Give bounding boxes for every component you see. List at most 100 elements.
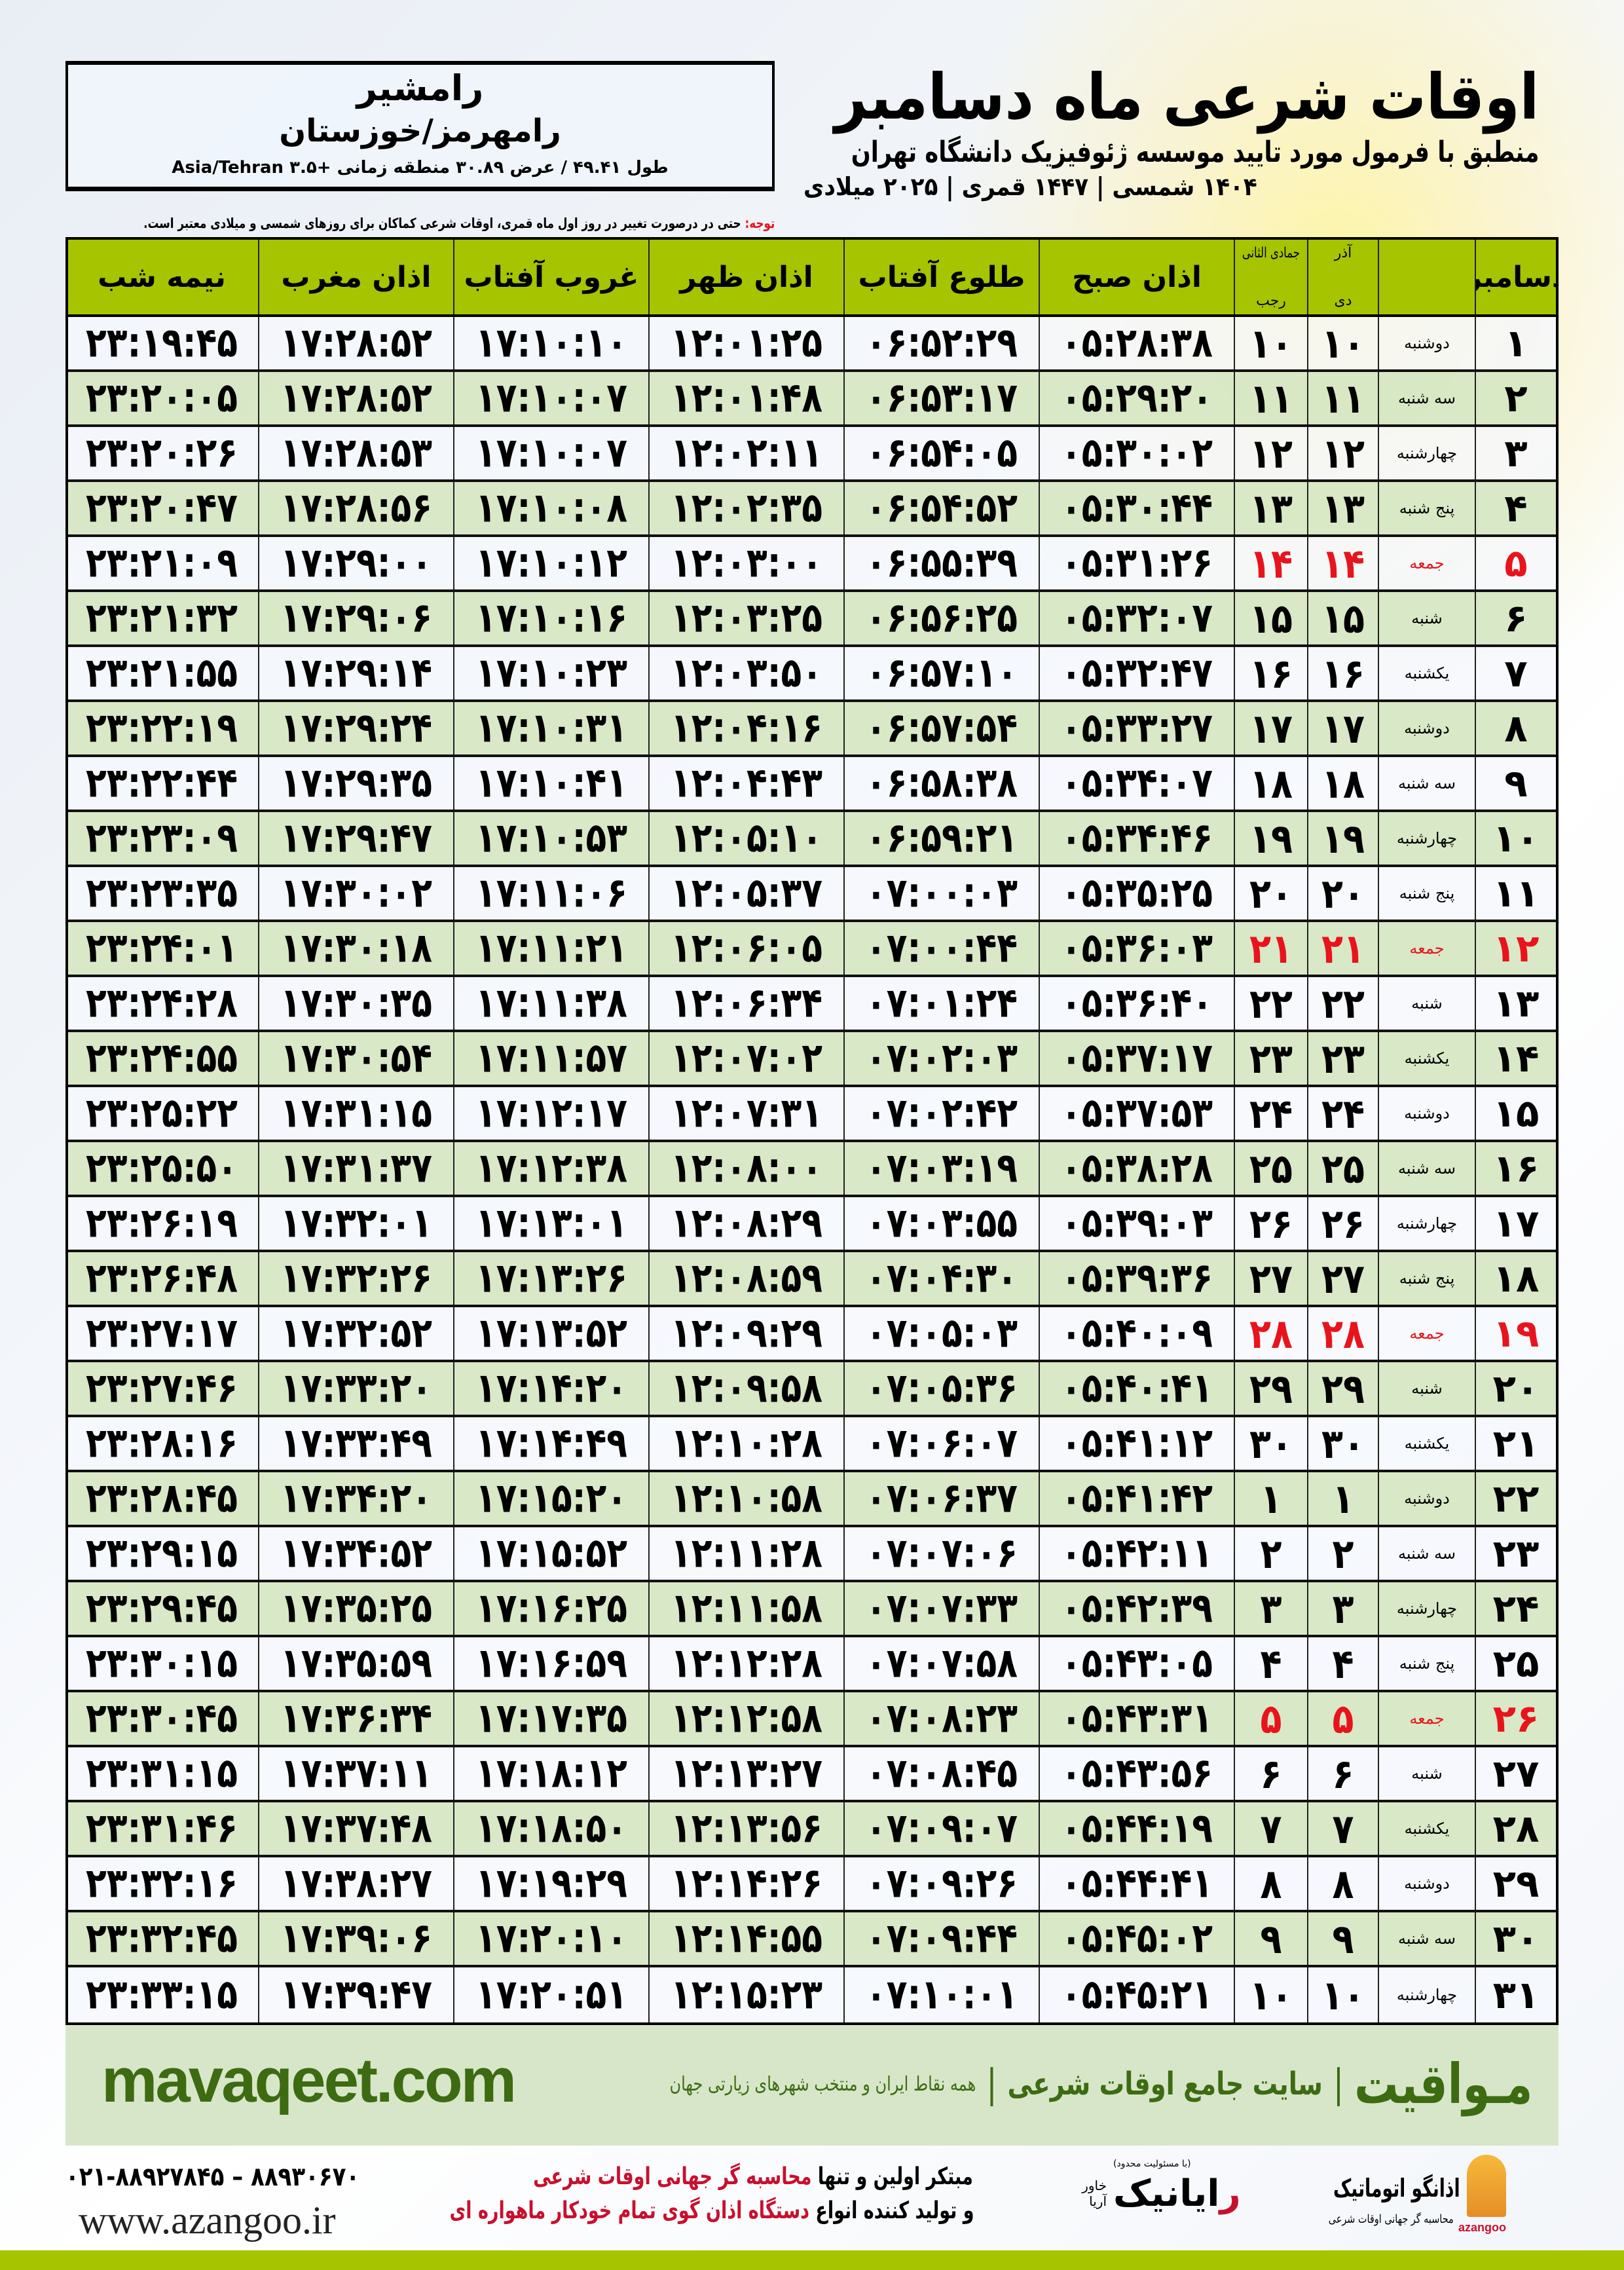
page-subtitle: منطبق با فرمول مورد تایید موسسه ژئوفیزیک… bbox=[851, 136, 1539, 169]
solar-date: ۲۴ bbox=[1321, 1089, 1365, 1138]
day-number: ۲۲ bbox=[1492, 1476, 1540, 1521]
solar-date: ۱۳ bbox=[1321, 484, 1365, 532]
maghrib-time: ۱۷:۳۵:۵۹ bbox=[280, 1640, 433, 1687]
weekday-cell: دوشنبه bbox=[1378, 1472, 1475, 1525]
fajr-time-cell: ۰۵:۳۷:۱۷ bbox=[1039, 1032, 1234, 1085]
lunar-date-cell: ۲۳ bbox=[1234, 1032, 1307, 1085]
fajr-time-cell: ۰۵:۳۱:۲۶ bbox=[1039, 537, 1234, 589]
maghrib-time-cell: ۱۷:۲۹:۲۴ bbox=[258, 702, 453, 754]
promo-line1-b: محاسبه گر جهانی اوقات شرعی bbox=[533, 2163, 812, 2190]
sunrise-time: ۰۶:۵۳:۱۷ bbox=[865, 375, 1018, 422]
midnight-time-cell: ۲۳:۱۹:۴۵ bbox=[65, 317, 258, 369]
maghrib-time: ۱۷:۳۵:۲۵ bbox=[280, 1585, 433, 1632]
midnight-time: ۲۳:۳۲:۴۵ bbox=[85, 1915, 238, 1962]
day-number: ۲۸ bbox=[1492, 1806, 1540, 1851]
table-row: ۱۰ چهارشنبه ۱۹ ۱۹ ۰۵:۳۴:۴۶ ۰۶:۵۹:۲۱ ۱۲:۰۵:۱۰ ۱۷… bbox=[68, 812, 1556, 867]
day-number-cell: ۲۰ bbox=[1475, 1362, 1556, 1415]
maghrib-time-cell: ۱۷:۲۹:۰۰ bbox=[258, 537, 453, 589]
dhuhr-time-cell: ۱۲:۰۹:۲۹ bbox=[648, 1307, 843, 1360]
table-row: ۴ پنج شنبه ۱۳ ۱۳ ۰۵:۳۰:۴۴ ۰۶:۵۴:۵۲ ۱۲:۰۲:۳۵ ۱۷:… bbox=[68, 482, 1556, 537]
fajr-time-cell: ۰۵:۴۲:۱۱ bbox=[1039, 1527, 1234, 1580]
midnight-time: ۲۳:۲۲:۱۹ bbox=[85, 705, 238, 752]
lunar-date: ۵ bbox=[1260, 1694, 1282, 1743]
sunset-time: ۱۷:۱۸:۱۲ bbox=[475, 1750, 628, 1797]
day-number-cell: ۷ bbox=[1475, 647, 1556, 699]
sunset-time-cell: ۱۷:۱۲:۳۸ bbox=[453, 1142, 648, 1195]
azangoo-link[interactable]: www.azangoo.ir bbox=[79, 2199, 336, 2242]
dhuhr-time: ۱۲:۰۱:۴۸ bbox=[670, 375, 823, 422]
sunset-time-cell: ۱۷:۱۱:۳۸ bbox=[453, 977, 648, 1030]
dhuhr-time: ۱۲:۰۳:۲۵ bbox=[670, 595, 823, 642]
day-number: ۱۰ bbox=[1492, 816, 1540, 861]
solar-date-cell: ۲۰ bbox=[1307, 867, 1378, 920]
site-link[interactable]: mavaqeet.com bbox=[101, 2045, 517, 2115]
midnight-time-cell: ۲۳:۲۶:۴۸ bbox=[65, 1252, 258, 1305]
solar-date-cell: ۲ bbox=[1307, 1527, 1378, 1580]
solar-date-cell: ۱۲ bbox=[1307, 427, 1378, 479]
maghrib-time-cell: ۱۷:۳۳:۴۹ bbox=[258, 1417, 453, 1470]
table-row: ۱۲ جمعه ۲۱ ۲۱ ۰۵:۳۶:۰۳ ۰۷:۰۰:۴۴ ۱۲:۰۶:۰۵ ۱۷:۱۱:… bbox=[68, 922, 1556, 977]
midnight-time-cell: ۲۳:۲۵:۲۲ bbox=[65, 1087, 258, 1140]
maghrib-time: ۱۷:۳۶:۳۴ bbox=[280, 1695, 433, 1742]
midnight-time-cell: ۲۳:۲۲:۴۴ bbox=[65, 757, 258, 809]
solar-date-cell: ۲۷ bbox=[1307, 1252, 1378, 1305]
lunar-date: ۱۶ bbox=[1249, 649, 1293, 698]
solar-date-cell: ۶ bbox=[1307, 1747, 1378, 1800]
maghrib-time: ۱۷:۳۴:۲۰ bbox=[280, 1475, 433, 1522]
fajr-time-cell: ۰۵:۴۵:۰۲ bbox=[1039, 1912, 1234, 1965]
fajr-time: ۰۵:۴۲:۱۱ bbox=[1060, 1530, 1213, 1577]
day-number-cell: ۱۲ bbox=[1475, 922, 1556, 975]
lunar-date: ۲۵ bbox=[1249, 1144, 1293, 1193]
sunrise-time: ۰۷:۰۲:۴۲ bbox=[865, 1090, 1018, 1137]
midnight-time: ۲۳:۲۶:۴۸ bbox=[85, 1255, 238, 1302]
dhuhr-time: ۱۲:۱۲:۲۸ bbox=[670, 1640, 823, 1687]
dhuhr-time: ۱۲:۰۷:۰۲ bbox=[670, 1035, 823, 1082]
weekday: یکشنبه bbox=[1404, 1819, 1450, 1838]
separator: | bbox=[1333, 2061, 1344, 2107]
sunset-time-cell: ۱۷:۱۲:۱۷ bbox=[453, 1087, 648, 1140]
midnight-time-cell: ۲۳:۳۱:۱۵ bbox=[65, 1747, 258, 1800]
sunset-time-cell: ۱۷:۲۰:۱۰ bbox=[453, 1912, 648, 1965]
solar-date-cell: ۱۶ bbox=[1307, 647, 1378, 699]
sunset-time-cell: ۱۷:۲۰:۵۱ bbox=[453, 1967, 648, 2022]
midnight-time-cell: ۲۳:۲۴:۵۵ bbox=[65, 1032, 258, 1085]
weekday-cell: سه شنبه bbox=[1378, 372, 1475, 424]
midnight-time: ۲۳:۲۰:۰۵ bbox=[85, 375, 238, 422]
sunrise-time: ۰۷:۰۷:۳۳ bbox=[865, 1585, 1018, 1632]
sunrise-time-cell: ۰۶:۵۸:۳۸ bbox=[843, 757, 1039, 809]
lunar-date: ۲۳ bbox=[1249, 1034, 1293, 1083]
sunset-time: ۱۷:۱۰:۵۳ bbox=[475, 815, 628, 862]
table-header: دسامبر آذر دی جمادی الثانی رجب اذان صبح … bbox=[68, 240, 1556, 317]
dhuhr-time: ۱۲:۱۳:۲۷ bbox=[670, 1750, 823, 1797]
maghrib-time: ۱۷:۳۰:۵۴ bbox=[280, 1035, 433, 1082]
sunrise-time-cell: ۰۶:۵۳:۱۷ bbox=[843, 372, 1039, 424]
col-solar: آذر دی bbox=[1307, 240, 1378, 314]
dhuhr-time-cell: ۱۲:۰۳:۰۰ bbox=[648, 537, 843, 589]
solar-date-cell: ۳ bbox=[1307, 1582, 1378, 1635]
lunar-date: ۱۲ bbox=[1249, 429, 1293, 477]
lunar-date: ۱۴ bbox=[1249, 539, 1293, 587]
sunset-time-cell: ۱۷:۱۰:۱۰ bbox=[453, 317, 648, 369]
weekday: جمعه bbox=[1409, 939, 1445, 958]
maghrib-time: ۱۷:۲۹:۴۷ bbox=[280, 815, 433, 862]
fajr-time: ۰۵:۴۰:۰۹ bbox=[1060, 1310, 1213, 1357]
sunset-time: ۱۷:۱۵:۲۰ bbox=[475, 1475, 628, 1522]
dhuhr-time-cell: ۱۲:۱۲:۲۸ bbox=[648, 1637, 843, 1690]
lunar-date-cell: ۱۲ bbox=[1234, 427, 1307, 479]
day-number-cell: ۱۵ bbox=[1475, 1087, 1556, 1140]
coordinates: طول ۴۹.۴۱ / عرض ۳۰.۸۹ منطقه زمانی +۳.۵ A… bbox=[172, 158, 669, 177]
maghrib-time-cell: ۱۷:۳۰:۳۵ bbox=[258, 977, 453, 1030]
sunrise-time-cell: ۰۷:۰۵:۰۳ bbox=[843, 1307, 1039, 1360]
sunset-time-cell: ۱۷:۱۵:۲۰ bbox=[453, 1472, 648, 1525]
day-number-cell: ۱۴ bbox=[1475, 1032, 1556, 1085]
midnight-time-cell: ۲۳:۲۴:۲۸ bbox=[65, 977, 258, 1030]
fajr-time: ۰۵:۳۰:۴۴ bbox=[1060, 485, 1213, 532]
day-number-cell: ۶ bbox=[1475, 592, 1556, 644]
maghrib-time-cell: ۱۷:۲۹:۱۴ bbox=[258, 647, 453, 699]
lunar-date: ۲۴ bbox=[1249, 1089, 1293, 1138]
weekday-cell: یکشنبه bbox=[1378, 1032, 1475, 1085]
city-name: رامشیر bbox=[356, 67, 484, 109]
col-midnight: نیمه شب bbox=[98, 260, 226, 294]
lunar-date-cell: ۴ bbox=[1234, 1637, 1307, 1690]
dhuhr-time: ۱۲:۰۸:۲۹ bbox=[670, 1200, 823, 1247]
